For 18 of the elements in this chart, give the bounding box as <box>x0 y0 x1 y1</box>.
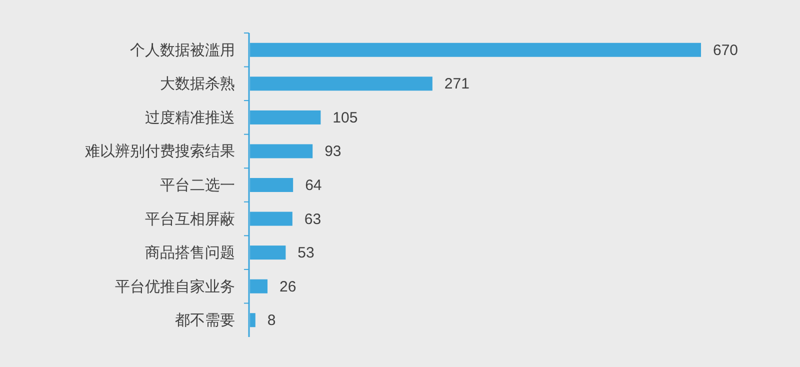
data-label: 8 <box>267 312 276 330</box>
data-label: 53 <box>298 244 314 262</box>
y-tick-label: 大数据杀熟 <box>160 76 235 93</box>
y-tick-label: 平台互相屏蔽 <box>145 210 235 228</box>
data-label: 105 <box>332 109 358 126</box>
y-tick-label: 都不需要 <box>175 312 235 330</box>
data-label: 271 <box>444 76 470 93</box>
data-label: 63 <box>304 210 322 228</box>
data-label: 64 <box>305 177 322 194</box>
data-label: 26 <box>280 278 296 296</box>
y-tick-label: 商品搭售问题 <box>145 244 235 262</box>
y-tick-label: 难以辨别付费搜索结果 <box>84 143 235 160</box>
y-tick-label: 过度精准推送 <box>145 109 235 126</box>
y-tick-label: 平台优推自家业务 <box>115 278 235 296</box>
y-tick-label: 平台二选一 <box>160 177 235 194</box>
data-label: 670 <box>713 42 738 59</box>
data-label: 93 <box>324 143 342 160</box>
y-tick-label: 个人数据被滥用 <box>130 42 235 59</box>
